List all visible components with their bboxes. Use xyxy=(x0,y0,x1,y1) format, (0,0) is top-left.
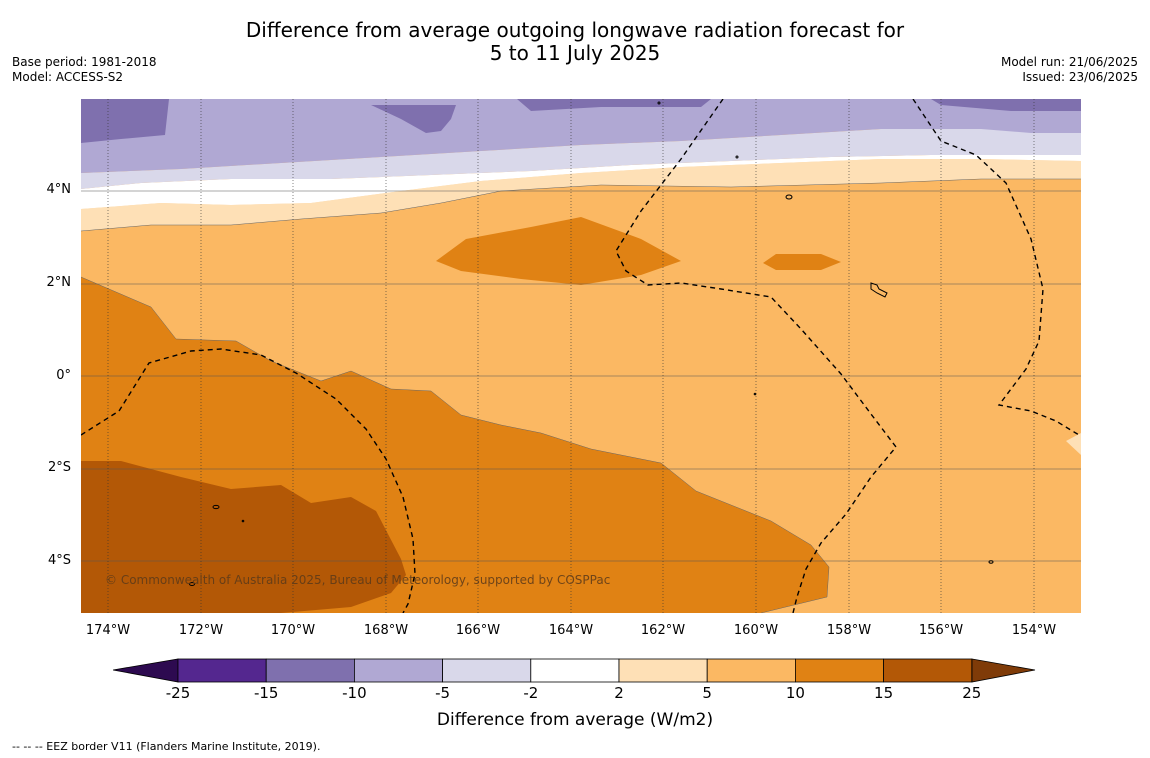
band-2-5-east-patch xyxy=(1066,433,1081,455)
band-2-5 xyxy=(81,159,1081,231)
colorbar-label: 5 xyxy=(702,684,712,702)
meta-left: Base period: 1981-2018 Model: ACCESS-S2 xyxy=(12,55,157,85)
colorbar-label: -25 xyxy=(165,684,191,702)
colorbar xyxy=(113,658,1036,683)
colorbar-arrow-low xyxy=(113,658,179,683)
model-run-text: Model run: 21/06/2025 xyxy=(1000,55,1138,69)
lon-label-158w: 158°W xyxy=(826,623,872,638)
lon-label-154w: 154°W xyxy=(1011,623,1057,638)
title-line-1: Difference from average outgoing longwav… xyxy=(245,18,905,42)
colorbar-cell xyxy=(353,658,443,683)
colorbar-cell xyxy=(265,658,355,683)
lon-label-160w: 160°W xyxy=(733,623,779,638)
colorbar-label: -15 xyxy=(253,684,279,702)
lat-label-4n: 4°N xyxy=(46,182,72,197)
gridlines xyxy=(81,190,1081,562)
issued-text: Issued: 23/06/2025 xyxy=(1022,70,1138,84)
colorbar-cell xyxy=(795,658,885,683)
colorbar-label: -2 xyxy=(523,684,539,702)
band-neg5-neg2 xyxy=(81,125,1081,189)
band-10-15-east xyxy=(763,254,841,270)
lon-label-174w: 174°W xyxy=(85,623,131,638)
band-neg10-neg5 xyxy=(81,99,1081,173)
lon-label-170w: 170°W xyxy=(270,623,316,638)
colorbar-label: 25 xyxy=(962,684,982,702)
eez-borders xyxy=(81,99,1080,613)
colorbar-cell xyxy=(442,658,532,683)
base-period-text: Base period: 1981-2018 xyxy=(12,55,157,69)
colorbar-label: 15 xyxy=(874,684,894,702)
lon-label-166w: 166°W xyxy=(455,623,501,638)
colorbar-arrow-high xyxy=(971,658,1036,683)
footnote-eez: -- -- -- EEZ border V11 (Flanders Marine… xyxy=(12,740,321,753)
lon-label-156w: 156°W xyxy=(918,623,964,638)
meta-right: Model run: 21/06/2025 Issued: 23/06/2025 xyxy=(1001,55,1138,85)
band-neg15-neg10-east xyxy=(931,99,1081,111)
lat-label-2n: 2°N xyxy=(46,275,72,290)
lon-label-168w: 168°W xyxy=(363,623,409,638)
lon-label-172w: 172°W xyxy=(178,623,224,638)
band-15-25 xyxy=(81,461,406,613)
title-line-2: 5 to 11 July 2025 xyxy=(489,41,661,65)
colorbar-label: 10 xyxy=(785,684,805,702)
colorbar-cell xyxy=(883,658,973,683)
lat-label-4s: 4°S xyxy=(47,553,71,568)
colorbar-title: Difference from average (W/m2) xyxy=(436,710,714,730)
colorbar-cell xyxy=(530,658,620,683)
band-neg15-neg10-west xyxy=(81,99,169,143)
lat-label-0: 0° xyxy=(56,368,71,383)
colorbar-label: -10 xyxy=(342,684,367,702)
band-neg15-neg10-north xyxy=(517,99,711,111)
band-neg15-neg10-center xyxy=(371,105,456,133)
lat-label-2s: 2°S xyxy=(47,460,71,475)
chart-title: Difference from average outgoing longwav… xyxy=(0,19,1150,65)
colorbar-cell xyxy=(618,658,708,683)
colorbar-cell xyxy=(177,658,267,683)
colorbar-cell xyxy=(706,658,796,683)
band-10-15-north xyxy=(436,217,681,285)
model-text: Model: ACCESS-S2 xyxy=(12,70,124,84)
band-neg2-2 xyxy=(81,155,1081,209)
islands xyxy=(189,101,994,586)
lon-label-162w: 162°W xyxy=(640,623,686,638)
lon-label-164w: 164°W xyxy=(548,623,594,638)
colorbar-label: 2 xyxy=(614,684,624,702)
colorbar-label: -5 xyxy=(435,684,451,702)
copyright-text: © Commonwealth of Australia 2025, Bureau… xyxy=(105,573,610,587)
anomaly-map: © Commonwealth of Australia 2025, Bureau… xyxy=(81,99,1081,613)
